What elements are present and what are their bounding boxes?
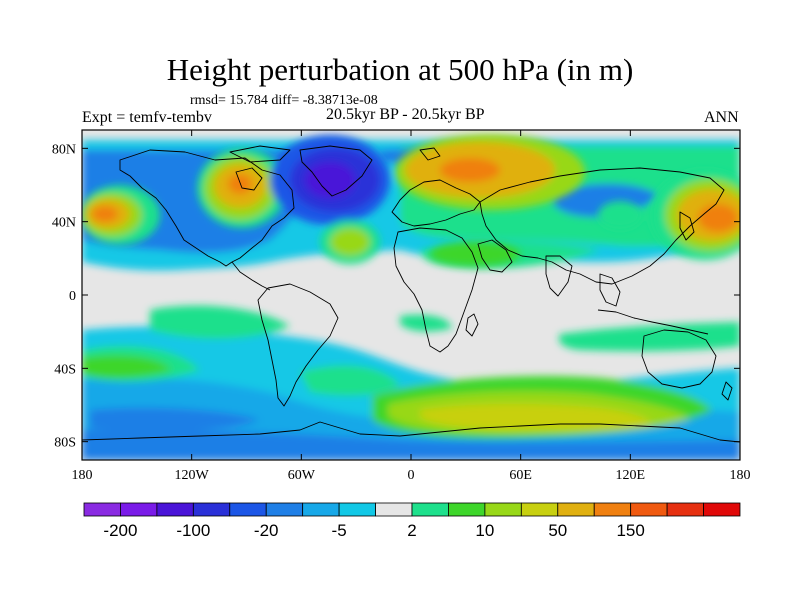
colorbar-box xyxy=(229,502,267,517)
indonesia-coast xyxy=(597,309,709,335)
southern-hemisphere-contours xyxy=(82,305,740,460)
asia-coast xyxy=(479,167,725,285)
experiment-label: Expt = temfv-tembv xyxy=(82,109,212,126)
colorbar-box xyxy=(156,502,194,517)
colorbar-label: -100 xyxy=(176,521,210,540)
hudson-bay-coast xyxy=(235,167,263,191)
colorbar-box xyxy=(484,502,522,517)
colorbar-label: -5 xyxy=(332,521,347,540)
plot-title: Height perturbation at 500 hPa (in m) xyxy=(166,52,634,87)
colorbar-box xyxy=(703,502,741,517)
colorbar-box xyxy=(557,502,595,517)
colorbar-box xyxy=(448,502,486,517)
colorbar-box xyxy=(120,502,158,517)
arctic-islands-coast xyxy=(229,145,291,163)
svalbard-coast xyxy=(419,147,441,161)
x-tick-label: 180 xyxy=(72,468,93,483)
colorbar-label: 10 xyxy=(475,521,494,540)
period-label: 20.5kyr BP - 20.5kyr BP xyxy=(326,106,485,123)
madagascar-coast xyxy=(465,313,479,337)
y-tick-label: 0 xyxy=(69,289,76,304)
south-america-coast xyxy=(257,283,339,407)
colorbar-label: 2 xyxy=(407,521,416,540)
y-tick-label: 80N xyxy=(52,142,76,157)
x-tick-label: 120E xyxy=(616,468,646,483)
axis-ticks: 180 120W 60W 0 60E 120E 180 80N 40N 0 40S 80S xyxy=(52,130,751,483)
contour-fill-layer xyxy=(82,130,740,460)
x-tick-label: 120W xyxy=(175,468,210,483)
colorbar-box xyxy=(192,502,231,517)
colorbar-box xyxy=(411,502,449,517)
colorbar-label: -20 xyxy=(254,521,279,540)
x-tick-label: 60E xyxy=(509,468,532,483)
colorbar-box xyxy=(375,502,413,517)
antarctica-coast xyxy=(82,421,740,443)
japan-coast xyxy=(679,211,695,241)
greenland-coast xyxy=(299,145,373,197)
colorbar-box xyxy=(630,502,668,517)
colorbar-label: -200 xyxy=(103,521,137,540)
india-coast xyxy=(545,255,573,297)
colorbar-label: 50 xyxy=(548,521,567,540)
colorbar-box xyxy=(302,502,340,517)
colorbar-label: 150 xyxy=(616,521,644,540)
colorbar: -200 -100 -20 -5 2 10 50 150 xyxy=(83,502,741,540)
colorbar-box xyxy=(83,502,121,517)
y-tick-label: 80S xyxy=(54,436,76,451)
coastline-layer xyxy=(82,145,740,443)
y-tick-label: 40S xyxy=(54,362,76,377)
australia-coast xyxy=(641,329,717,389)
x-tick-label: 0 xyxy=(408,468,415,483)
colorbar-box xyxy=(593,502,632,517)
new-zealand-coast xyxy=(721,381,733,401)
northern-anomaly-cores xyxy=(82,134,740,266)
x-tick-label: 60W xyxy=(288,468,316,483)
colorbar-box xyxy=(666,502,704,517)
arabia-coast xyxy=(477,239,513,273)
x-tick-label: 180 xyxy=(730,468,751,483)
central-america-coast xyxy=(231,261,271,291)
season-label: ANN xyxy=(704,109,739,126)
colorbar-box xyxy=(520,502,559,517)
colorbar-box xyxy=(338,502,376,517)
indochina-coast xyxy=(599,273,621,307)
y-tick-label: 40N xyxy=(52,216,76,231)
rmsd-diff-stats: rmsd= 15.784 diff= -8.38713e-08 xyxy=(190,93,378,108)
colorbar-box xyxy=(265,502,304,517)
africa-coast xyxy=(393,227,479,353)
